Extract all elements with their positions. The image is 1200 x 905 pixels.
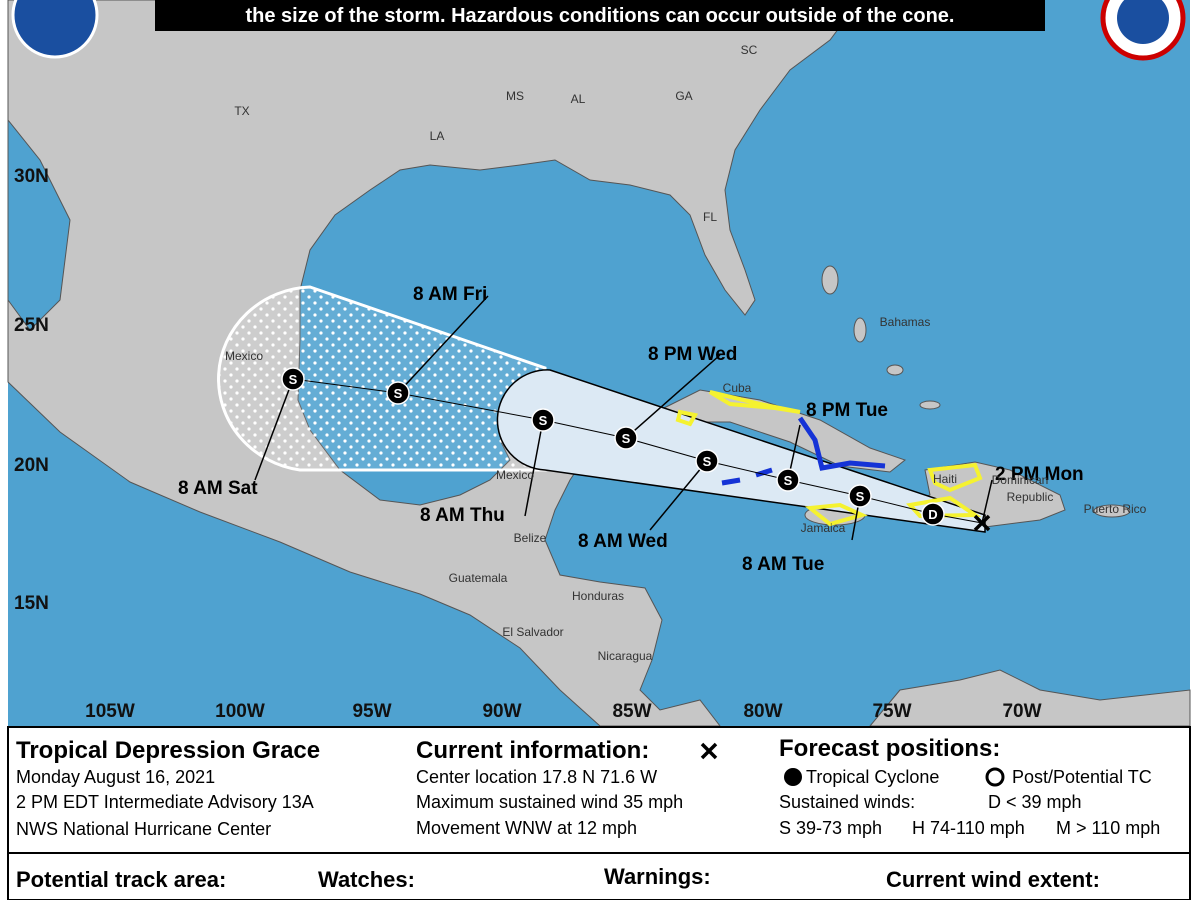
leader-line (649, 460, 708, 531)
latitude-label: 30N (14, 166, 49, 187)
legend-track: Potential track area: (16, 867, 226, 892)
current-icon (700, 742, 718, 760)
banner-bg (155, 0, 1045, 31)
longitude-label: 70W (1002, 701, 1041, 722)
tc-label: Tropical Cyclone (806, 767, 939, 787)
time-label: 8 AM Fri (413, 284, 487, 305)
storm-date: Monday August 16, 2021 (16, 767, 215, 787)
forecast-point (921, 502, 945, 526)
point-marker: S (394, 386, 403, 401)
legend-watches: Watches: (318, 867, 415, 892)
leader-line (524, 419, 544, 517)
leader-line (397, 295, 489, 394)
latitude-label: 25N (14, 315, 49, 336)
longitude-label: 105W (85, 701, 135, 722)
point-marker: S (784, 473, 793, 488)
point-marker: S (539, 413, 548, 428)
longitude-label: 75W (872, 701, 911, 722)
point-marker: D (928, 507, 937, 522)
time-label: 8 AM Wed (578, 531, 668, 552)
point-marker: S (703, 454, 712, 469)
banner: the size of the storm. Hazardous conditi… (246, 5, 955, 27)
forecast-point (848, 484, 872, 508)
legend-wind: Current wind extent: (886, 867, 1100, 892)
longitude-label: 85W (612, 701, 651, 722)
nws-logo-inner (1117, 0, 1169, 44)
wind-class: M > 110 mph (1056, 818, 1160, 838)
region-label: Guatemala (449, 571, 508, 585)
time-label: 2 PM Mon (995, 464, 1084, 485)
track: 2 PM Mon D 8 AM Tue S 8 PM Tue S 8 AM Wed S 8 PM… (178, 284, 1084, 575)
noaa-logo (11, 0, 99, 59)
time-label: 8 PM Wed (648, 344, 737, 365)
longitude-label: 80W (743, 701, 782, 722)
time-label: 8 AM Sat (178, 478, 258, 499)
watch-line (797, 416, 886, 471)
region-label: GA (675, 89, 692, 103)
storm-advisory: 2 PM EDT Intermediate Advisory 13A (16, 792, 314, 812)
region-label: TX (234, 104, 249, 118)
info-panel (7, 726, 1191, 901)
region-label: FL (703, 210, 717, 224)
longitude-label: 90W (482, 701, 521, 722)
ptc-label: Post/Potential TC (1012, 767, 1152, 787)
leader-line (625, 354, 721, 439)
region-label: Jamaica (801, 521, 846, 535)
region-label: Belize (514, 531, 547, 545)
latitude-label: 20N (14, 455, 49, 476)
region-label: Puerto Rico (1084, 502, 1147, 516)
point-marker: S (622, 431, 631, 446)
current-line: Maximum sustained wind 35 mph (416, 792, 683, 812)
forecast-point (281, 367, 305, 391)
time-label: 8 PM Tue (806, 400, 888, 421)
tc-icon (784, 768, 802, 786)
longitude-label: 100W (215, 701, 265, 722)
storm-name: Tropical Depression Grace (16, 737, 320, 764)
region-label: Haiti (933, 472, 957, 486)
forecast-title: Forecast positions: (779, 735, 1000, 762)
forecast-point (531, 408, 555, 432)
region-label: MS (506, 89, 524, 103)
time-label: 8 AM Tue (742, 554, 824, 575)
current-line: Movement WNW at 12 mph (416, 818, 637, 838)
forecast-point (614, 426, 638, 450)
ptc-icon (985, 767, 1005, 787)
point-marker: S (289, 372, 298, 387)
region-label: Bahamas (880, 315, 931, 329)
cone-day4-5-outline (217, 285, 547, 472)
forecast-point (695, 449, 719, 473)
latitude-label: 15N (14, 593, 49, 614)
current-line: Center location 17.8 N 71.6 W (416, 767, 657, 787)
current-title: Current information: (416, 737, 649, 764)
point-marker: S (856, 489, 865, 504)
leader-line (981, 479, 993, 524)
storm-agency: NWS National Hurricane Center (16, 819, 271, 839)
wind-class: S 39-73 mph (779, 818, 882, 838)
watch-dashes (721, 467, 773, 486)
leader-line (254, 378, 294, 481)
region-label: Dominican (992, 473, 1049, 487)
forecast-point (776, 468, 800, 492)
region-label: Mexico (496, 468, 534, 482)
region-label: AL (571, 92, 586, 106)
time-label: 8 AM Thu (420, 505, 505, 526)
wind-class: H 74-110 mph (912, 818, 1025, 838)
region-label: Mexico (225, 349, 263, 363)
region-label: Republic (1007, 490, 1054, 504)
warnings (675, 390, 983, 527)
region-label: SC (741, 43, 758, 57)
forecast-point (386, 381, 410, 405)
legend-warnings: Warnings: (604, 864, 711, 889)
region-label: El Salvador (502, 625, 563, 639)
current-position (973, 514, 991, 532)
region-label: Honduras (572, 589, 624, 603)
region-label: LA (430, 129, 445, 143)
region-label: Cuba (723, 381, 752, 395)
wind-class: D < 39 mph (988, 792, 1082, 812)
region-label: Nicaragua (598, 649, 653, 663)
winds-label: Sustained winds: (779, 792, 915, 812)
longitude-label: 95W (352, 701, 391, 722)
